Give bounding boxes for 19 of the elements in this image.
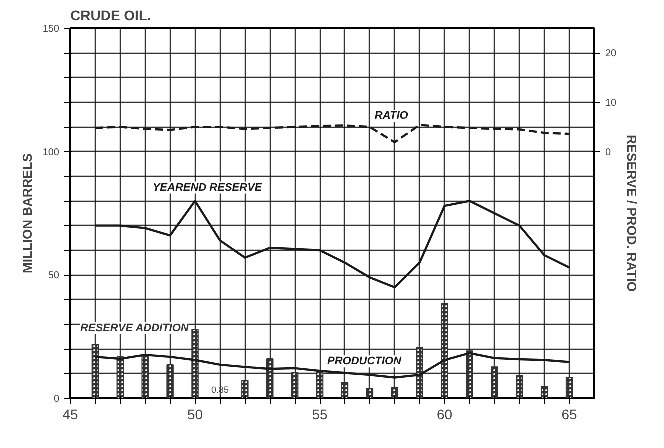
y2-tick-label: 20 <box>606 48 618 60</box>
y-tick-label: 50 <box>48 270 60 282</box>
y-tick-label: 150 <box>42 24 60 35</box>
chart-title: CRUDE OIL. <box>70 8 152 24</box>
y2-axis-title: RESERVE / PROD. RATIO <box>624 135 640 292</box>
y-tick-label: 0 <box>54 394 60 405</box>
series-label: RATIO <box>374 110 409 122</box>
x-tick-label: 60 <box>437 406 453 422</box>
y-axis-title: MILLION BARRELS <box>20 153 35 274</box>
x-tick-label: 55 <box>312 406 328 422</box>
x-tick-label: 65 <box>562 406 578 422</box>
x-tick-label: 45 <box>62 406 78 422</box>
y2-tick-label: 10 <box>606 98 618 109</box>
x-tick-label: 50 <box>187 406 204 422</box>
series-label: YEAREND RESERVE <box>152 182 263 194</box>
y2-tick-label: 0 <box>606 147 612 158</box>
series-label: RESERVE ADDITION <box>80 322 190 334</box>
series-label: PRODUCTION <box>328 356 403 368</box>
y-tick-label: 100 <box>42 147 60 158</box>
